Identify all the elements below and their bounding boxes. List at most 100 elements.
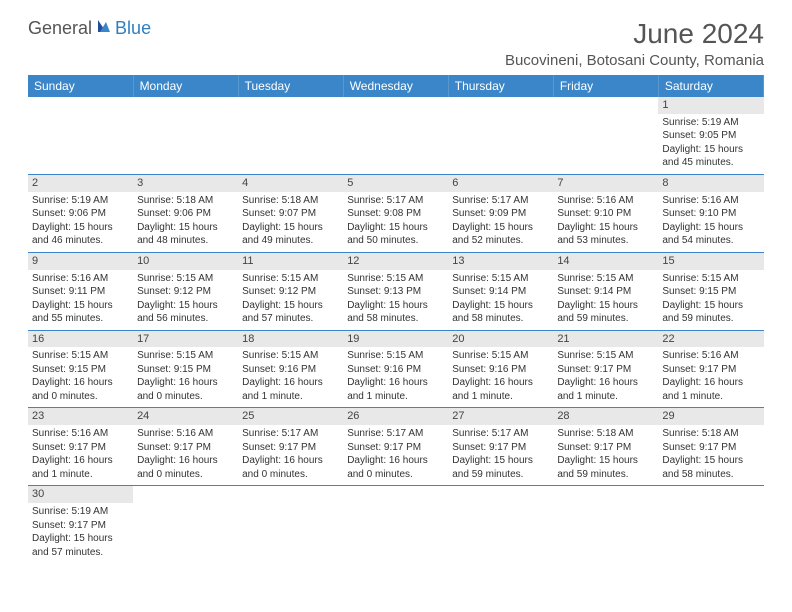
day-number: 30	[28, 486, 133, 503]
daylight-text: Daylight: 15 hours and 45 minutes.	[662, 143, 759, 170]
calendar-cell: 14Sunrise: 5:15 AMSunset: 9:14 PMDayligh…	[553, 252, 658, 330]
calendar-week-row: 1Sunrise: 5:19 AMSunset: 9:05 PMDaylight…	[28, 97, 764, 174]
sunset-text: Sunset: 9:08 PM	[347, 207, 444, 221]
daylight-text: Daylight: 15 hours and 57 minutes.	[32, 532, 129, 559]
daylight-text: Daylight: 16 hours and 1 minute.	[557, 376, 654, 403]
daylight-text: Daylight: 15 hours and 54 minutes.	[662, 221, 759, 248]
daylight-text: Daylight: 15 hours and 58 minutes.	[452, 299, 549, 326]
sunset-text: Sunset: 9:17 PM	[347, 441, 444, 455]
day-number: 13	[448, 253, 553, 270]
sunrise-text: Sunrise: 5:15 AM	[137, 272, 234, 286]
calendar-cell: 3Sunrise: 5:18 AMSunset: 9:06 PMDaylight…	[133, 174, 238, 252]
calendar-week-row: 16Sunrise: 5:15 AMSunset: 9:15 PMDayligh…	[28, 330, 764, 408]
sunrise-text: Sunrise: 5:15 AM	[242, 272, 339, 286]
daylight-text: Daylight: 15 hours and 58 minutes.	[347, 299, 444, 326]
calendar-cell: 27Sunrise: 5:17 AMSunset: 9:17 PMDayligh…	[448, 408, 553, 486]
daylight-text: Daylight: 15 hours and 53 minutes.	[557, 221, 654, 248]
day-number: 9	[28, 253, 133, 270]
sunset-text: Sunset: 9:16 PM	[347, 363, 444, 377]
sunset-text: Sunset: 9:17 PM	[137, 441, 234, 455]
calendar-cell: 23Sunrise: 5:16 AMSunset: 9:17 PMDayligh…	[28, 408, 133, 486]
calendar-cell: 10 Sunrise: 5:15 AMSunset: 9:12 PMDayligh…	[133, 252, 238, 330]
daylight-text: Daylight: 15 hours and 59 minutes.	[452, 454, 549, 481]
day-number: 19	[343, 331, 448, 348]
day-details: Sunrise: 5:15 AMSunset: 9:16 PMDaylight:…	[238, 347, 343, 407]
day-number: 26	[343, 408, 448, 425]
day-number: 16	[28, 331, 133, 348]
calendar-cell: 22Sunrise: 5:16 AMSunset: 9:17 PMDayligh…	[658, 330, 763, 408]
day-number: 15	[658, 253, 763, 270]
calendar-cell: 5Sunrise: 5:17 AMSunset: 9:08 PMDaylight…	[343, 174, 448, 252]
day-details: Sunrise: 5:15 AMSunset: 9:12 PMDaylight:…	[238, 270, 343, 330]
daylight-text: Daylight: 15 hours and 58 minutes.	[662, 454, 759, 481]
daylight-text: Daylight: 16 hours and 1 minute.	[32, 454, 129, 481]
day-details: Sunrise: 5:16 AMSunset: 9:17 PMDaylight:…	[658, 347, 763, 407]
sunrise-text: Sunrise: 5:16 AM	[557, 194, 654, 208]
day-number: 10	[133, 253, 238, 270]
day-number: 18	[238, 331, 343, 348]
calendar-week-row: 30Sunrise: 5:19 AMSunset: 9:17 PMDayligh…	[28, 486, 764, 563]
day-number: 6	[448, 175, 553, 192]
empty-day	[448, 97, 553, 114]
day-details: Sunrise: 5:15 AMSunset: 9:15 PMDaylight:…	[658, 270, 763, 330]
sunrise-text: Sunrise: 5:16 AM	[32, 427, 129, 441]
day-details: Sunrise: 5:18 AMSunset: 9:07 PMDaylight:…	[238, 192, 343, 252]
sunrise-text: Sunrise: 5:18 AM	[557, 427, 654, 441]
sunset-text: Sunset: 9:15 PM	[662, 285, 759, 299]
daylight-text: Daylight: 15 hours and 56 minutes.	[137, 299, 234, 326]
sunrise-text: Sunrise: 5:15 AM	[662, 272, 759, 286]
daylight-text: Daylight: 15 hours and 59 minutes.	[557, 454, 654, 481]
empty-day	[343, 486, 448, 503]
day-number: 1	[658, 97, 763, 114]
sunset-text: Sunset: 9:12 PM	[137, 285, 234, 299]
sunrise-text: Sunrise: 5:18 AM	[242, 194, 339, 208]
day-number: 28	[553, 408, 658, 425]
sunrise-text: Sunrise: 5:15 AM	[32, 349, 129, 363]
calendar-cell: 29Sunrise: 5:18 AMSunset: 9:17 PMDayligh…	[658, 408, 763, 486]
calendar-table: Sunday Monday Tuesday Wednesday Thursday…	[28, 75, 764, 563]
calendar-cell: 4Sunrise: 5:18 AMSunset: 9:07 PMDaylight…	[238, 174, 343, 252]
page-header: General Blue June 2024 Bucovineni, Botos…	[28, 18, 764, 69]
calendar-cell: 11Sunrise: 5:15 AMSunset: 9:12 PMDayligh…	[238, 252, 343, 330]
sail-icon	[96, 18, 112, 39]
sunrise-text: Sunrise: 5:16 AM	[662, 194, 759, 208]
calendar-cell: 6Sunrise: 5:17 AMSunset: 9:09 PMDaylight…	[448, 174, 553, 252]
calendar-cell: 18Sunrise: 5:15 AMSunset: 9:16 PMDayligh…	[238, 330, 343, 408]
calendar-cell: 19Sunrise: 5:15 AMSunset: 9:16 PMDayligh…	[343, 330, 448, 408]
sunset-text: Sunset: 9:07 PM	[242, 207, 339, 221]
day-number: 17	[133, 331, 238, 348]
weekday-header: Monday	[133, 75, 238, 97]
day-number: 20	[448, 331, 553, 348]
day-details: Sunrise: 5:15 AMSunset: 9:13 PMDaylight:…	[343, 270, 448, 330]
empty-day	[238, 97, 343, 114]
calendar-cell	[133, 486, 238, 563]
day-details: Sunrise: 5:18 AMSunset: 9:06 PMDaylight:…	[133, 192, 238, 252]
day-details: Sunrise: 5:15 AMSunset: 9:15 PMDaylight:…	[28, 347, 133, 407]
daylight-text: Daylight: 16 hours and 1 minute.	[242, 376, 339, 403]
sunset-text: Sunset: 9:16 PM	[242, 363, 339, 377]
daylight-text: Daylight: 15 hours and 57 minutes.	[242, 299, 339, 326]
calendar-cell: 9Sunrise: 5:16 AMSunset: 9:11 PMDaylight…	[28, 252, 133, 330]
sunset-text: Sunset: 9:10 PM	[557, 207, 654, 221]
calendar-cell	[238, 486, 343, 563]
daylight-text: Daylight: 15 hours and 59 minutes.	[662, 299, 759, 326]
day-details: Sunrise: 5:15 AMSunset: 9:14 PMDaylight:…	[448, 270, 553, 330]
calendar-cell: 21Sunrise: 5:15 AMSunset: 9:17 PMDayligh…	[553, 330, 658, 408]
sunrise-text: Sunrise: 5:17 AM	[452, 194, 549, 208]
calendar-week-row: 9Sunrise: 5:16 AMSunset: 9:11 PMDaylight…	[28, 252, 764, 330]
day-number: 8	[658, 175, 763, 192]
sunrise-text: Sunrise: 5:19 AM	[32, 194, 129, 208]
calendar-cell: 13Sunrise: 5:15 AMSunset: 9:14 PMDayligh…	[448, 252, 553, 330]
day-details: Sunrise: 5:17 AMSunset: 9:17 PMDaylight:…	[238, 425, 343, 485]
daylight-text: Daylight: 15 hours and 46 minutes.	[32, 221, 129, 248]
day-number: 21	[553, 331, 658, 348]
sunrise-text: Sunrise: 5:17 AM	[347, 194, 444, 208]
weekday-header: Sunday	[28, 75, 133, 97]
location-text: Bucovineni, Botosani County, Romania	[505, 52, 764, 69]
sunrise-text: Sunrise: 5:15 AM	[452, 272, 549, 286]
sunrise-text: Sunrise: 5:15 AM	[557, 272, 654, 286]
calendar-cell	[343, 97, 448, 174]
sunset-text: Sunset: 9:13 PM	[347, 285, 444, 299]
day-details: Sunrise: 5:17 AMSunset: 9:17 PMDaylight:…	[343, 425, 448, 485]
calendar-cell	[28, 97, 133, 174]
